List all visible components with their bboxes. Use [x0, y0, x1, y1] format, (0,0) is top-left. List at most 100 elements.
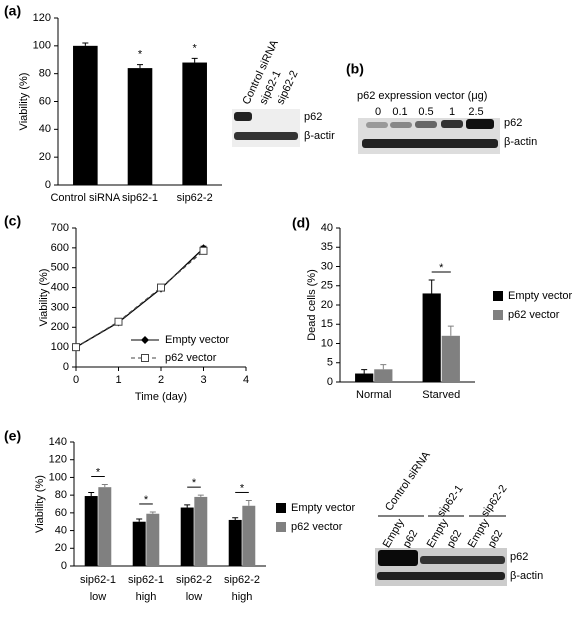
- x-tick-label: low: [186, 591, 203, 603]
- y-tick-label: 0: [63, 361, 69, 373]
- legend-label: Empty vector: [291, 502, 356, 514]
- legend-swatch: [276, 522, 286, 532]
- bar: [84, 496, 98, 566]
- error-bar: [361, 369, 368, 374]
- y-tick-label: 20: [55, 542, 67, 554]
- bar: [242, 505, 256, 566]
- y-tick-label: 40: [55, 524, 67, 536]
- group-label: Control siRNA: [383, 449, 433, 514]
- panel-label: (b): [346, 61, 364, 77]
- bar: [355, 373, 374, 382]
- annotation: *: [192, 477, 197, 489]
- x-tick-label: Starved: [422, 389, 460, 401]
- series-line: [75, 247, 204, 348]
- y-tick-label: 120: [33, 12, 51, 24]
- bar: [73, 45, 98, 186]
- x-tick-label: Normal: [356, 389, 391, 401]
- x-tick-label: sip62-2: [177, 192, 213, 204]
- error-bar: [191, 57, 198, 63]
- x-tick-label: high: [136, 591, 157, 603]
- marker: [114, 317, 123, 326]
- lane-label: 2.5: [468, 106, 483, 118]
- error-bar: [136, 518, 143, 522]
- group-label: sip62-2: [479, 483, 510, 519]
- error-bar: [137, 64, 143, 69]
- y-tick-label: 60: [55, 507, 67, 519]
- lane-label: p62: [401, 528, 421, 550]
- y-tick-label: 140: [49, 436, 67, 448]
- marker: [141, 336, 149, 344]
- band-label: β-actir: [304, 130, 335, 142]
- marker: [199, 246, 208, 255]
- panel-label: (a): [4, 3, 21, 19]
- band-label: p62: [304, 111, 322, 123]
- lane-label: 0.1: [392, 106, 407, 118]
- x-tick-label: sip62-1: [122, 192, 158, 204]
- panel-label: (d): [292, 215, 310, 231]
- y-tick-label: 20: [39, 151, 51, 163]
- x-axis-label: Time (day): [135, 391, 187, 403]
- y-tick-label: 20: [321, 299, 333, 311]
- y-tick-label: 100: [49, 471, 67, 483]
- y-tick-label: 15: [321, 318, 333, 330]
- marker: [72, 343, 80, 352]
- legend-label: p62 vector: [508, 309, 560, 321]
- bar: [374, 369, 393, 382]
- legend-label: Empty vector: [508, 290, 572, 302]
- error-bar: [149, 511, 156, 514]
- blot-band: [441, 120, 463, 128]
- y-tick-label: 0: [45, 179, 51, 191]
- error-bar: [88, 491, 95, 497]
- band-label: p62: [510, 551, 528, 563]
- error-bar: [232, 517, 239, 520]
- legend-label: p62 vector: [291, 521, 343, 533]
- bar: [422, 293, 441, 382]
- x-tick-label: sip62-1: [80, 574, 116, 586]
- panel-label: (c): [4, 213, 21, 229]
- x-tick-label: high: [232, 591, 253, 603]
- legend-swatch: [276, 503, 286, 513]
- y-tick-label: 120: [49, 454, 67, 466]
- x-tick-label: 3: [200, 374, 206, 386]
- error-bar: [184, 504, 191, 508]
- y-tick-label: 100: [33, 40, 51, 52]
- lane-label: 1: [449, 106, 455, 118]
- marker: [141, 354, 149, 362]
- x-tick-label: 2: [158, 374, 164, 386]
- blot-band: [377, 572, 505, 580]
- band-label: p62: [504, 117, 522, 129]
- error-bar: [101, 484, 108, 488]
- x-tick-label: Control siRNA: [50, 192, 120, 204]
- band-label: β-actin: [510, 570, 543, 582]
- y-tick-label: 500: [51, 262, 69, 274]
- legend-swatch: [493, 310, 503, 320]
- error-bar: [380, 364, 387, 370]
- bar: [132, 521, 146, 566]
- error-bar: [82, 42, 89, 46]
- bar: [182, 62, 207, 185]
- y-axis-label: Viability (%): [34, 475, 46, 533]
- blot-b: p62 expression vector (μg) 0 0.1 0.5 1 2…: [357, 90, 537, 154]
- band-label: β-actin: [504, 136, 537, 148]
- annotation: *: [240, 482, 245, 494]
- blot-band: [378, 550, 418, 566]
- annotation: *: [439, 262, 444, 274]
- blot-a: Control siRNA sip62-1 sip62-2 p62 β-acti…: [232, 38, 335, 147]
- y-tick-label: 40: [39, 123, 51, 135]
- error-bar: [447, 325, 454, 336]
- y-axis-label: Viability (%): [38, 269, 50, 327]
- lane-label: 0.5: [418, 106, 433, 118]
- y-axis-label: Viability (%): [18, 73, 30, 131]
- y-tick-label: 400: [51, 281, 69, 293]
- annotation: *: [138, 49, 143, 61]
- x-tick-label: low: [90, 591, 107, 603]
- x-tick-label: 4: [243, 374, 249, 386]
- error-bar: [197, 494, 204, 497]
- bar: [127, 68, 153, 185]
- bar: [98, 487, 112, 566]
- y-tick-label: 60: [39, 95, 51, 107]
- y-tick-label: 200: [51, 321, 69, 333]
- x-tick-label: 0: [73, 374, 79, 386]
- y-tick-label: 5: [327, 357, 333, 369]
- bar: [180, 507, 194, 566]
